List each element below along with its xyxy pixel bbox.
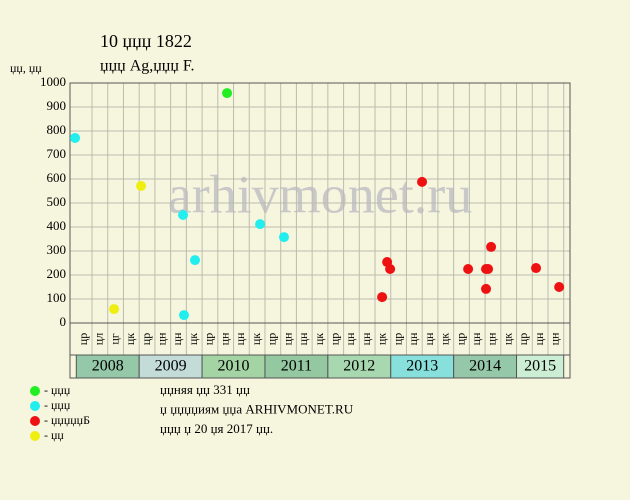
year-label: 2008 bbox=[92, 358, 124, 375]
column-label: цн bbox=[469, 332, 483, 345]
legend-marker bbox=[30, 416, 40, 426]
column-label: цн bbox=[170, 332, 184, 345]
column-label: цр bbox=[76, 333, 90, 345]
year-label: 2010 bbox=[218, 358, 250, 375]
column-label: цк bbox=[438, 333, 452, 345]
column-label: цн bbox=[485, 332, 499, 345]
column-label: цр bbox=[390, 333, 404, 345]
point bbox=[136, 180, 147, 191]
footer-text: џџняя џџ 331 џџ bbox=[160, 382, 250, 397]
y-tick-label: 100 bbox=[47, 290, 67, 305]
column-label: цр bbox=[516, 333, 530, 345]
year-label: 2009 bbox=[155, 358, 187, 375]
y-tick-label: 1000 bbox=[40, 74, 66, 89]
year-label: 2013 bbox=[406, 358, 438, 375]
column-label: цр bbox=[453, 333, 467, 345]
y-tick-label: 900 bbox=[47, 98, 67, 113]
chart-title: 10 џџџ 1822 bbox=[100, 31, 192, 51]
column-label: цн bbox=[532, 332, 546, 345]
y-tick-label: 700 bbox=[47, 146, 67, 161]
point bbox=[178, 310, 189, 321]
point bbox=[278, 232, 289, 243]
point bbox=[109, 304, 120, 315]
column-label: цк bbox=[375, 333, 389, 345]
column-label: цк bbox=[249, 333, 263, 345]
legend-label: - џџџџџБ bbox=[44, 413, 90, 427]
y-axis-label: џџ, џџ bbox=[10, 61, 42, 75]
column-label: цк bbox=[500, 333, 514, 345]
point bbox=[481, 283, 492, 294]
column-label: цг bbox=[107, 333, 121, 344]
year-label: 2012 bbox=[343, 358, 375, 375]
column-label: цн bbox=[155, 332, 169, 345]
column-label: цр bbox=[327, 333, 341, 345]
column-label: цр bbox=[139, 333, 153, 345]
legend-label: - џџџ bbox=[44, 383, 71, 397]
y-tick-label: 400 bbox=[47, 218, 67, 233]
y-tick-label: 200 bbox=[47, 266, 67, 281]
y-tick-label: 800 bbox=[47, 122, 67, 137]
plot-frame bbox=[69, 82, 571, 379]
point bbox=[554, 282, 565, 292]
column-label: цн bbox=[359, 332, 373, 345]
chart-subtitle: џџџ Ag,џџџ F. bbox=[100, 58, 195, 75]
point bbox=[377, 292, 388, 303]
y-tick-label: 300 bbox=[47, 242, 67, 257]
legend-label: - џџџ bbox=[44, 398, 71, 412]
column-label: цн bbox=[280, 332, 294, 345]
legend-marker bbox=[30, 401, 40, 411]
point bbox=[222, 88, 233, 99]
point bbox=[255, 219, 266, 230]
legend-marker bbox=[30, 386, 40, 396]
column-label: цн bbox=[217, 332, 231, 345]
column-label: цр bbox=[202, 333, 216, 345]
point bbox=[190, 255, 200, 266]
column-label: цн bbox=[422, 332, 436, 345]
y-tick-label: 600 bbox=[47, 170, 67, 185]
legend-marker bbox=[30, 431, 40, 441]
column-label: цк bbox=[312, 333, 326, 345]
point bbox=[486, 241, 497, 252]
footer-text: џ џџџџиям џџа ARHIVMONET.RU bbox=[160, 401, 354, 416]
y-tick-label: 0 bbox=[60, 314, 67, 329]
column-label: цн bbox=[406, 332, 420, 345]
column-label: цк bbox=[123, 333, 137, 345]
watermark: arhivmonet.ru bbox=[168, 164, 472, 224]
column-label: цк bbox=[186, 333, 200, 345]
point bbox=[385, 264, 396, 274]
column-label: цн bbox=[296, 332, 310, 345]
year-label: 2015 bbox=[524, 358, 556, 375]
legend-label: - џџ bbox=[44, 428, 64, 442]
y-tick-label: 500 bbox=[47, 194, 67, 209]
column-label: цн bbox=[233, 332, 247, 345]
point bbox=[70, 132, 81, 143]
point bbox=[483, 264, 494, 274]
column-label: цл bbox=[92, 333, 106, 345]
point bbox=[417, 176, 428, 187]
column-label: цр bbox=[265, 333, 279, 345]
point bbox=[463, 264, 474, 274]
year-label: 2014 bbox=[469, 358, 501, 375]
year-label: 2011 bbox=[281, 358, 312, 375]
point bbox=[178, 210, 189, 220]
point bbox=[531, 263, 542, 274]
footer-text: џџџ џ 20 џя 2017 џџ. bbox=[160, 421, 273, 436]
column-label: цн bbox=[343, 332, 357, 345]
column-label: цн bbox=[548, 332, 562, 345]
